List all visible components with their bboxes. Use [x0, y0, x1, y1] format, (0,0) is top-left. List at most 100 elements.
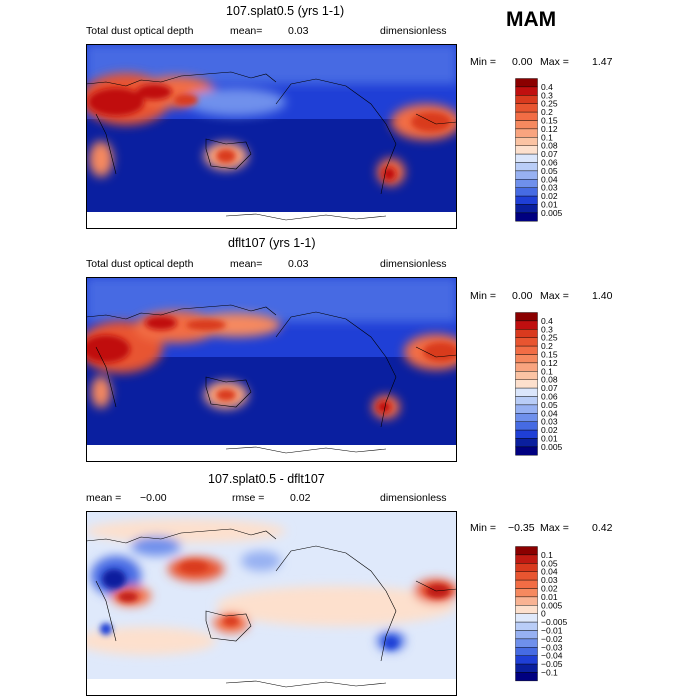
colorbar-swatch [515, 111, 538, 121]
colorbar-svg: 0.10.050.040.030.020.010.0050−0.005−0.01… [515, 546, 568, 682]
panel-1-variable-label: Total dust optical depth [86, 25, 194, 37]
colorbar-swatch [515, 153, 538, 163]
season-label: MAM [506, 8, 557, 31]
colorbar-tick-label: 0.25 [541, 99, 558, 109]
colorbar-tick-label: 0.15 [541, 116, 558, 126]
colorbar-swatch [515, 655, 538, 665]
colorbar-tick-label: 0.3 [541, 324, 553, 334]
colorbar-swatch [515, 312, 538, 322]
colorbar-swatch [515, 345, 538, 355]
panel-1-units: dimensionless [380, 25, 447, 37]
colorbar-swatch [515, 387, 538, 397]
colorbar-tick-label: 0.4 [541, 316, 553, 326]
panel-3-title: 107.splat0.5 - dflt107 [208, 472, 325, 486]
colorbar-swatch [515, 379, 538, 389]
panel-2-mean-label: mean= [230, 258, 263, 270]
colorbar-tick-label: 0.05 [541, 166, 558, 176]
panel-2-min-label: Min = [470, 290, 496, 302]
panel-2-units: dimensionless [380, 258, 447, 270]
panel-3-max-value: 0.42 [592, 522, 613, 534]
colorbar-tick-label: 0.01 [541, 434, 558, 444]
colorbar-swatch [515, 588, 538, 598]
panel-1-min-value: 0.00 [512, 56, 533, 68]
colorbar-tick-label: 0.005 [541, 600, 563, 610]
colorbar-swatch [515, 429, 538, 439]
colorbar-swatch [515, 86, 538, 96]
colorbar-swatch [515, 579, 538, 589]
colorbar-tick-label: 0.04 [541, 567, 558, 577]
colorbar-tick-label: 0.01 [541, 200, 558, 210]
colorbar-swatch [515, 195, 538, 205]
panel-1-map [86, 44, 457, 229]
panel-2-max-label: Max = [540, 290, 569, 302]
colorbar-tick-label: 0.25 [541, 333, 558, 343]
colorbar-tick-label: 0.02 [541, 425, 558, 435]
colorbar-swatch [515, 137, 538, 146]
panel-1-max-value: 1.47 [592, 56, 613, 68]
colorbar-tick-label: 0.08 [541, 375, 558, 385]
colorbar-swatch [515, 120, 538, 130]
colorbar-tick-label: 0.005 [541, 442, 563, 452]
colorbar-tick-label: −0.03 [541, 642, 563, 652]
panel-3-colorbar: 0.1 0.05 0.04 0.03 0.02 0.01 0.005 0 −0.005 −0.01… [515, 546, 595, 687]
colorbar-swatch [515, 605, 538, 614]
colorbar-swatch [515, 421, 538, 431]
panel-3-mean-label: mean = [86, 492, 122, 504]
colorbar-tick-label: 0.07 [541, 383, 558, 393]
colorbar-tick-label: −0.01 [541, 626, 563, 636]
colorbar-tick-label: 0.02 [541, 584, 558, 594]
colorbar-tick-label: 0.1 [541, 132, 553, 142]
colorbar-svg: 0.40.30.250.20.150.120.10.080.070.060.05… [515, 78, 563, 222]
colorbar-tick-label: 0.03 [541, 575, 558, 585]
colorbar-tick-label: −0.05 [541, 659, 563, 669]
colorbar-tick-label: 0.06 [541, 392, 558, 402]
panel-3-mean-value: −0.00 [140, 492, 167, 504]
panel-3-rmse-value: 0.02 [290, 492, 311, 504]
colorbar-swatch [515, 438, 538, 448]
colorbar-swatch [515, 329, 538, 338]
colorbar-tick-label: −0.005 [541, 617, 568, 627]
colorbar-svg: 0.40.30.250.20.150.120.10.080.070.060.05… [515, 312, 563, 456]
panel-3-units: dimensionless [380, 492, 447, 504]
colorbar-swatch [515, 596, 538, 606]
colorbar-swatch [515, 554, 538, 564]
colorbar-tick-label: 0.12 [541, 358, 558, 368]
panel-2-min-value: 0.00 [512, 290, 533, 302]
panel-2-variable-label: Total dust optical depth [86, 258, 194, 270]
colorbar-tick-label: 0.1 [541, 366, 553, 376]
colorbar-tick-label: 0.08 [541, 141, 558, 151]
panel-2-map [86, 277, 457, 462]
colorbar-swatch [515, 563, 538, 572]
colorbar-swatch [515, 354, 538, 364]
colorbar-swatch [515, 187, 538, 197]
colorbar-tick-label: 0.07 [541, 149, 558, 159]
colorbar-swatch [515, 396, 538, 406]
colorbar-tick-label: −0.02 [541, 634, 563, 644]
colorbar-tick-label: 0.12 [541, 124, 558, 134]
antarctica-mask [86, 212, 457, 229]
colorbar-tick-label: 0.005 [541, 208, 563, 218]
colorbar-tick-label: 0.06 [541, 158, 558, 168]
panel-3-min-label: Min = [470, 522, 496, 534]
colorbar-swatch [515, 337, 538, 347]
panel-1-max-label: Max = [540, 56, 569, 68]
colorbar-swatch [515, 621, 538, 631]
panel-2-mean-value: 0.03 [288, 258, 309, 270]
colorbar-swatch [515, 630, 538, 640]
colorbar-swatch [515, 446, 538, 456]
colorbar-swatch [515, 362, 538, 372]
panel-1-mean-value: 0.03 [288, 25, 309, 37]
colorbar-tick-label: 0.2 [541, 341, 553, 351]
colorbar-tick-label: 0.1 [541, 550, 553, 560]
colorbar-swatch [515, 371, 538, 380]
colorbar-swatch [515, 413, 538, 422]
colorbar-swatch [515, 613, 538, 623]
panel-3-min-value: −0.35 [508, 522, 535, 534]
colorbar-swatch [515, 145, 538, 155]
colorbar-tick-label: 0.05 [541, 400, 558, 410]
colorbar-swatch [515, 162, 538, 172]
colorbar-tick-label: 0.4 [541, 82, 553, 92]
panel-3-map [86, 511, 457, 696]
panel-1-mean-label: mean= [230, 25, 263, 37]
colorbar-swatch [515, 546, 538, 556]
